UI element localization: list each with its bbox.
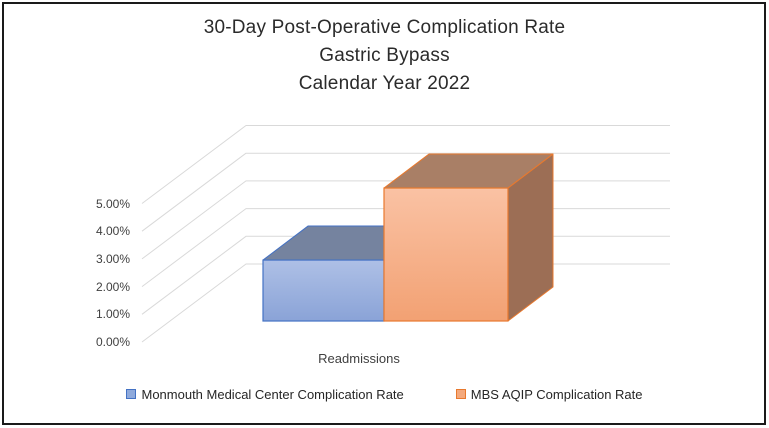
- chart-title-line-3: Calendar Year 2022: [298, 73, 471, 94]
- chart-title: 30-Day Post-Operative Complication Rate …: [0, 14, 769, 98]
- legend-item-mbs-aqip: MBS AQIP Complication Rate: [455, 386, 643, 402]
- y-axis-tick-label: 0.00%: [95, 335, 130, 349]
- legend: Monmouth Medical Center Complication Rat…: [0, 384, 769, 404]
- y-axis-tick-label: 5.00%: [95, 196, 130, 211]
- gridline: [141, 125, 670, 204]
- legend-label-mbs-aqip: MBS AQIP Complication Rate: [470, 386, 643, 402]
- gridline: [141, 152, 670, 232]
- chart-title-line-2: Gastric Bypass: [319, 45, 450, 66]
- y-axis-tick-label: 1.00%: [95, 307, 130, 322]
- bar-front-face-mbs-aqip: [383, 187, 509, 322]
- legend-swatch-blue-icon: [126, 389, 137, 399]
- bar-front-face-monmouth: [262, 259, 385, 322]
- x-axis-category-label: Readmissions: [318, 351, 400, 366]
- y-axis-tick-label: 4.00%: [95, 224, 130, 239]
- chart-title-line-1: 30-Day Post-Operative Complication Rate: [203, 17, 566, 38]
- legend-label-monmouth: Monmouth Medical Center Complication Rat…: [141, 386, 404, 402]
- y-axis-tick-label: 2.00%: [95, 279, 130, 294]
- legend-swatch-orange-icon: [455, 389, 466, 399]
- y-axis-tick-label: 3.00%: [95, 251, 130, 266]
- legend-item-monmouth: Monmouth Medical Center Complication Rat…: [126, 386, 404, 402]
